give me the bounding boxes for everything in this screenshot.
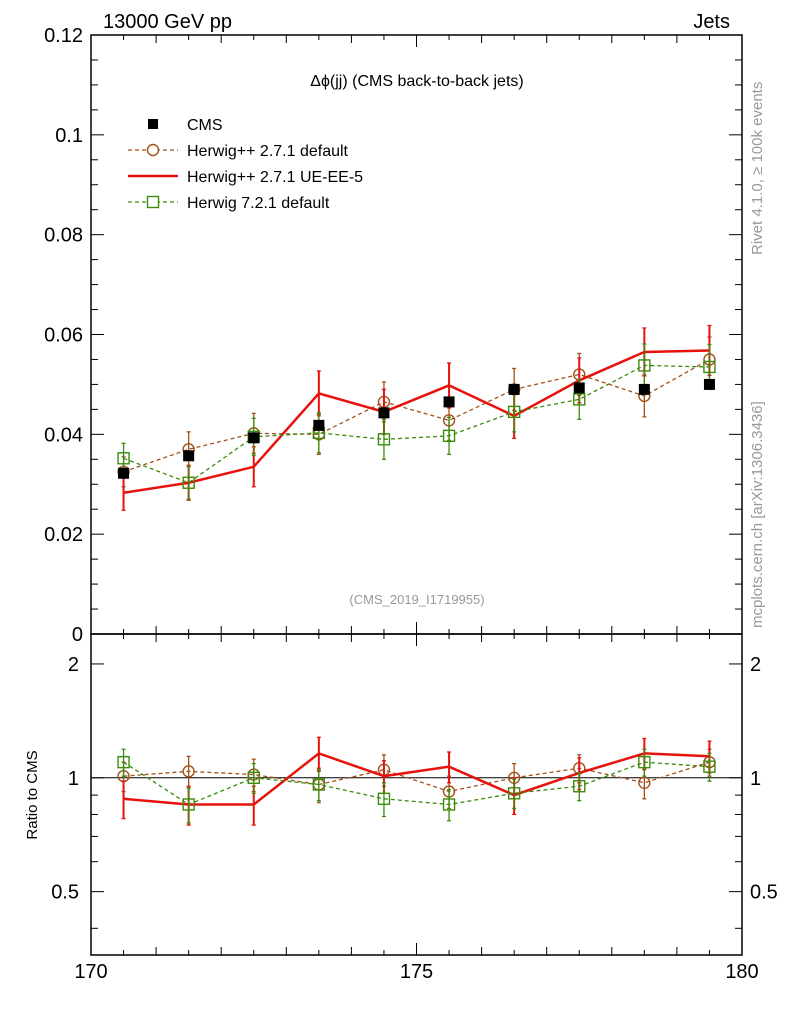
square-marker [182,798,195,811]
cms-data-point [183,450,195,462]
square-marker [442,798,456,811]
cms-data-point [248,432,260,444]
square-marker [703,760,716,773]
square-marker [638,755,651,769]
legend-marker-cms [148,119,158,129]
x-tick-label: 175 [400,961,433,983]
series-line [123,761,710,793]
square-marker [442,429,456,443]
square-marker [247,771,260,785]
series-line [123,358,710,473]
x-tick-label: 180 [725,961,758,983]
circle-marker [182,765,195,778]
cms-data-point [508,383,520,395]
legend: CMS Herwig++ 2.7.1 default Herwig++ 2.7.1 … [128,117,363,212]
cms-data-point [378,407,390,419]
square-marker [117,755,130,769]
y-tick-label-right: 2 [750,654,761,676]
square-marker [377,433,391,446]
legend-label: CMS [187,117,223,134]
square-marker [507,787,521,800]
square-marker [573,393,586,406]
watermark: (CMS_2019_I1719955) [349,592,484,607]
y-tick-label: 0.04 [44,424,83,446]
series-line [123,761,710,806]
series-line [123,349,710,494]
cms-data-point [118,467,130,479]
cms-data-point [573,382,585,394]
y-tick-label: 0.5 [51,882,79,904]
legend-square-marker [146,195,160,209]
header-left: 13000 GeV pp [103,11,232,33]
y-tick-label: 0.02 [44,524,83,546]
y-tick-label: 0.06 [44,325,83,347]
main-panel: Δϕ(jj) (CMS back-to-back jets) (CMS_2019… [44,25,743,646]
square-marker [312,778,326,791]
series-line [123,364,710,484]
side-label-rivet: Rivet 4.1.0, ≥ 100k events [749,82,766,255]
square-marker [507,405,521,419]
square-marker [638,359,651,372]
legend-label: Herwig++ 2.7.1 UE-EE-5 [187,169,363,186]
ratio-panel: Ratio to CMS 170 175 180 0.5 0.5 1 1 2 2 [24,633,778,983]
series-line [123,752,710,806]
y-tick-label: 0 [72,624,83,646]
header-right: Jets [693,11,730,33]
circle-marker [638,776,651,790]
cms-data-point [703,378,715,390]
y-tick-label: 1 [68,768,79,790]
y-tick-label-right: 1 [750,768,761,790]
chart-title: Δϕ(jj) (CMS back-to-back jets) [310,73,523,90]
y-tick-label: 0.12 [44,25,83,47]
cms-data-point [313,419,325,431]
y-tick-label-right: 0.5 [750,882,778,904]
cms-data-point [638,383,650,395]
square-marker [182,476,195,489]
legend-circle-marker [146,143,160,157]
legend-label: Herwig++ 2.7.1 default [187,143,349,160]
legend-label: Herwig 7.2.1 default [187,195,330,212]
cms-data-point [443,396,455,408]
square-marker [117,452,130,465]
ratio-ylabel: Ratio to CMS [24,750,41,839]
x-tick-label: 170 [74,961,107,983]
y-tick-label: 0.1 [55,125,83,147]
square-marker [703,360,716,374]
square-marker [573,780,586,793]
y-tick-label: 2 [68,654,79,676]
side-label-mcplots: mcplots.cern.ch [arXiv:1306.3436] [749,401,766,628]
y-tick-label: 0.08 [44,225,83,247]
square-marker [377,792,391,805]
